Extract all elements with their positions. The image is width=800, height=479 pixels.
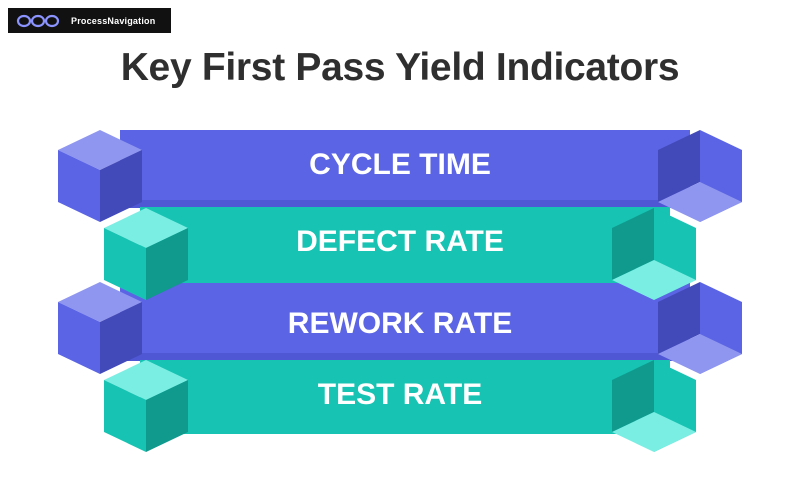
indicator-label-cycle-time: CYCLE TIME xyxy=(309,148,491,181)
cube-right-2 xyxy=(612,208,696,300)
cube-right-1 xyxy=(658,130,742,222)
cube-left-3 xyxy=(58,282,142,374)
bar-cycle-time xyxy=(120,130,690,208)
bar-defect-rate xyxy=(140,207,670,283)
bar-test-rate xyxy=(140,360,670,434)
triple-ring-logo-icon xyxy=(16,14,60,27)
cube-left-2 xyxy=(104,208,188,300)
cube-right-4 xyxy=(612,360,696,452)
bar-rework-rate xyxy=(120,283,690,361)
cube-left-4 xyxy=(104,360,188,452)
logo-text: ProcessNavigation xyxy=(71,15,156,26)
indicator-label-defect-rate: DEFECT RATE xyxy=(296,225,504,258)
indicator-label-rework-rate: REWORK RATE xyxy=(287,307,513,340)
indicator-label-test-rate: TEST RATE xyxy=(317,378,483,411)
cube-left-1 xyxy=(58,130,142,222)
brand-logo: ProcessNavigation xyxy=(8,8,171,33)
page-title: Key First Pass Yield Indicators xyxy=(120,46,680,89)
cube-right-3 xyxy=(658,282,742,374)
